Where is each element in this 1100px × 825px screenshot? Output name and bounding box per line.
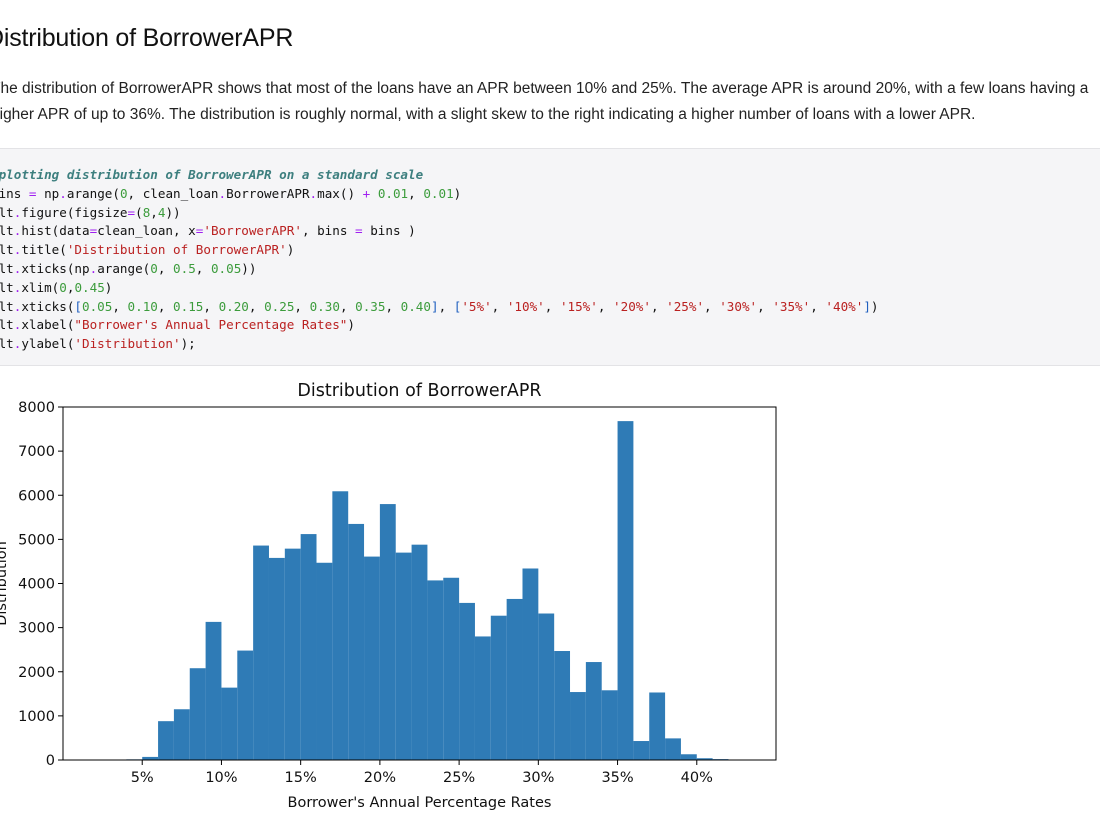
histogram-bar bbox=[617, 421, 634, 760]
code-line: plt.title('Distribution of BorrowerAPR') bbox=[0, 242, 295, 258]
x-tick-label: 10% bbox=[205, 770, 237, 786]
paragraph-line: higher APR of up to 36%. The distributio… bbox=[0, 106, 976, 123]
code-line: plt.xticks(np.arange(0, 0.5, 0.05)) bbox=[0, 260, 257, 276]
paragraph-line: The distribution of BorrowerAPR shows th… bbox=[0, 80, 1089, 97]
histogram-bar bbox=[696, 758, 713, 760]
x-axis-label: Borrower's Annual Percentage Rates bbox=[288, 795, 552, 811]
histogram-bar bbox=[649, 692, 666, 760]
code-line: plt.figure(figsize=(8,4)) bbox=[0, 204, 181, 220]
histogram-bar bbox=[221, 687, 238, 760]
histogram-bar bbox=[585, 662, 602, 760]
histogram-bar bbox=[633, 741, 650, 760]
histogram-bar bbox=[237, 650, 254, 760]
x-tick-label: 20% bbox=[364, 770, 396, 786]
histogram-bar bbox=[665, 738, 681, 760]
histogram-bar bbox=[554, 651, 571, 760]
histogram-bar bbox=[189, 668, 206, 760]
y-axis-label: Distribution bbox=[0, 541, 10, 626]
histogram-bar bbox=[601, 690, 618, 760]
code-line: plt.xlabel("Borrower's Annual Percentage… bbox=[0, 317, 355, 333]
histogram-bar bbox=[459, 602, 475, 760]
code-line: plt.ylabel('Distribution'); bbox=[0, 336, 196, 352]
histogram-bar bbox=[142, 756, 159, 760]
y-tick-label: 1000 bbox=[18, 709, 55, 725]
histogram-bar bbox=[411, 544, 428, 760]
histogram-bar bbox=[284, 548, 301, 760]
y-tick-label: 0 bbox=[46, 753, 55, 769]
histogram-bar bbox=[268, 557, 285, 760]
x-tick-label: 15% bbox=[285, 770, 317, 786]
histogram-bar bbox=[316, 562, 333, 760]
y-tick-label: 3000 bbox=[18, 621, 55, 637]
histogram-bar bbox=[474, 636, 491, 760]
section-heading: Distribution of BorrowerAPR bbox=[0, 24, 294, 52]
x-tick-label: 40% bbox=[681, 770, 713, 786]
x-tick-label: 35% bbox=[601, 770, 633, 786]
histogram-bar bbox=[490, 615, 507, 760]
histogram-bar bbox=[300, 534, 317, 760]
histogram-bar bbox=[205, 621, 222, 760]
histogram-bar bbox=[506, 598, 523, 760]
histogram-bar bbox=[173, 709, 190, 760]
y-tick-label: 6000 bbox=[18, 488, 55, 504]
y-tick-label: 5000 bbox=[18, 532, 55, 548]
y-tick-label: 7000 bbox=[18, 444, 55, 460]
y-tick-label: 2000 bbox=[18, 665, 55, 681]
code-line: #plotting distribution of BorrowerAPR on… bbox=[0, 167, 424, 182]
y-tick-label: 8000 bbox=[18, 400, 55, 416]
histogram-bar bbox=[443, 577, 460, 760]
histogram-bar bbox=[395, 552, 412, 760]
histogram-bar bbox=[348, 523, 365, 760]
y-tick-label: 4000 bbox=[18, 577, 55, 593]
code-line: plt.xticks([0.05, 0.10, 0.15, 0.20, 0.25… bbox=[0, 298, 879, 314]
histogram-bar bbox=[427, 580, 444, 760]
code-block[interactable]: #plotting distribution of BorrowerAPR on… bbox=[0, 166, 879, 354]
x-tick-label: 30% bbox=[522, 770, 554, 786]
x-tick-label: 5% bbox=[131, 770, 154, 786]
histogram-bar bbox=[680, 754, 697, 760]
histogram-bar bbox=[522, 568, 539, 760]
histogram-bar bbox=[379, 504, 396, 760]
x-tick-label: 25% bbox=[443, 770, 475, 786]
histogram-bar bbox=[332, 491, 349, 760]
histogram-bar bbox=[158, 721, 174, 760]
code-line: plt.xlim(0,0.45) bbox=[0, 279, 113, 295]
code-cell[interactable]: #plotting distribution of BorrowerAPR on… bbox=[0, 148, 1100, 366]
histogram-bar bbox=[538, 613, 555, 760]
histogram-bar bbox=[253, 545, 269, 760]
chart-title: Distribution of BorrowerAPR bbox=[297, 381, 541, 401]
histogram-bar bbox=[570, 692, 586, 760]
code-line: bins = np.arange(0, clean_loan.BorrowerA… bbox=[0, 185, 462, 201]
code-line: plt.hist(data=clean_loan, x='BorrowerAPR… bbox=[0, 223, 416, 239]
histogram-bar bbox=[364, 556, 380, 760]
description-paragraph: The distribution of BorrowerAPR shows th… bbox=[0, 76, 1100, 128]
histogram-chart: 0 1000 2000 3000 4000 5000 6000 7000 8000 5% 10% 15… bbox=[0, 381, 777, 811]
